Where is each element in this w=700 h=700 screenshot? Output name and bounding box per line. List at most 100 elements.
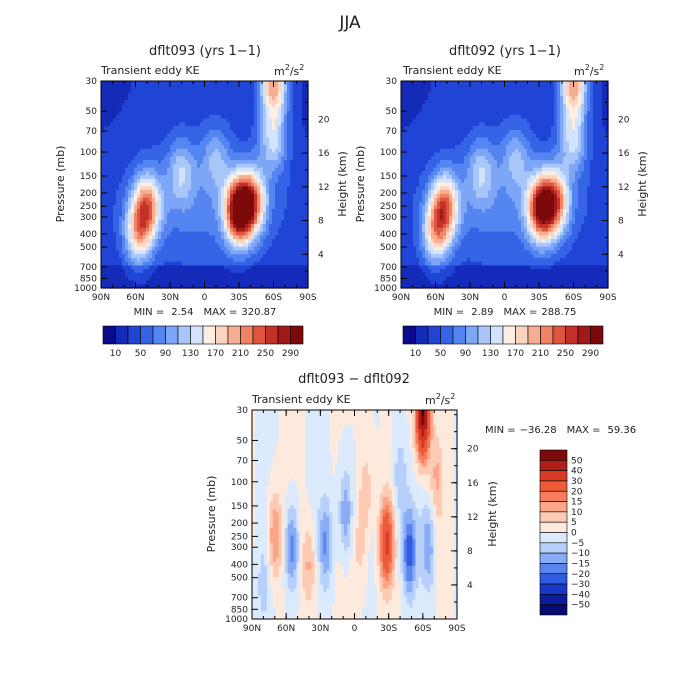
field-cell <box>188 144 192 150</box>
field-cell <box>149 126 153 131</box>
field-cell <box>116 193 120 199</box>
field-cell <box>446 156 450 161</box>
field-cell <box>269 156 273 161</box>
field-cell <box>218 92 222 97</box>
field-cell <box>404 167 408 172</box>
field-cell <box>197 284 201 289</box>
field-cell <box>422 197 426 203</box>
field-cell <box>287 272 291 278</box>
field-cell <box>422 231 426 236</box>
field-cell <box>230 167 234 172</box>
field-cell <box>305 148 309 154</box>
field-cell <box>452 280 456 285</box>
field-cell <box>254 205 258 210</box>
field-cell <box>455 148 459 154</box>
field-cell <box>269 111 273 116</box>
field-cell <box>413 269 417 274</box>
field-cell <box>410 178 414 184</box>
field-cell <box>173 141 177 146</box>
y2-tick-label: 12 <box>318 183 329 193</box>
field-cell <box>455 126 459 131</box>
field-cell <box>287 152 291 157</box>
field-cell <box>125 246 129 251</box>
field-cell <box>248 212 252 218</box>
field-cell <box>209 163 213 169</box>
field-cell <box>170 118 174 123</box>
field-cell <box>164 201 168 206</box>
field-cell <box>290 280 294 285</box>
field-cell <box>227 126 231 131</box>
field-cell <box>227 197 231 203</box>
field-cell <box>176 212 180 218</box>
field-cell <box>272 122 276 127</box>
field-cell <box>281 197 285 203</box>
field-cell <box>440 111 444 116</box>
field-cell <box>212 137 216 142</box>
field-cell <box>188 114 192 120</box>
field-cell <box>164 114 168 120</box>
field-cell <box>140 148 144 154</box>
field-cell <box>437 231 441 236</box>
field-cell <box>239 284 243 289</box>
field-cell <box>215 242 219 248</box>
field-cell <box>236 156 240 161</box>
colorbar-swatch <box>152 325 166 345</box>
field-cell <box>410 284 414 289</box>
field-cell <box>107 99 111 105</box>
field-cell <box>425 141 429 146</box>
field-cell <box>419 205 423 210</box>
field-cell <box>137 186 141 191</box>
field-cell <box>431 111 435 116</box>
field-cell <box>275 122 279 127</box>
field-cell <box>434 103 438 108</box>
field-cell <box>131 208 135 214</box>
field-cell <box>290 167 294 172</box>
field-cell <box>233 280 237 285</box>
field-cell <box>275 227 279 233</box>
field-cell <box>146 182 150 187</box>
field-cell <box>212 276 216 282</box>
field-cell <box>140 182 144 187</box>
field-cell <box>134 186 138 191</box>
field-cell <box>437 133 441 139</box>
field-cell <box>443 269 447 274</box>
field-cell <box>425 129 429 135</box>
field-cell <box>122 126 126 131</box>
field-cell <box>431 129 435 135</box>
field-cell <box>266 118 270 123</box>
field-cell <box>410 92 414 97</box>
field-cell <box>410 107 414 112</box>
field-cell <box>452 92 456 97</box>
field-cell <box>296 269 300 274</box>
field-cell <box>140 156 144 161</box>
field-cell <box>206 129 210 135</box>
field-cell <box>428 205 432 210</box>
field-cell <box>254 175 258 180</box>
field-cell <box>278 99 282 105</box>
field-cell <box>176 276 180 282</box>
field-cell <box>422 216 426 221</box>
field-cell <box>455 152 459 157</box>
field-cell <box>449 220 453 225</box>
field-cell <box>266 250 270 255</box>
field-cell <box>287 205 291 210</box>
field-cell <box>107 227 111 233</box>
field-cell <box>209 111 213 116</box>
field-cell <box>119 227 123 233</box>
field-cell <box>176 156 180 161</box>
field-cell <box>290 103 294 108</box>
field-cell <box>188 216 192 221</box>
field-cell <box>449 182 453 187</box>
field-cell <box>272 92 276 97</box>
field-cell <box>107 118 111 123</box>
field-cell <box>140 246 144 251</box>
field-cell <box>296 175 300 180</box>
field-cell <box>281 182 285 187</box>
field-cell <box>143 175 147 180</box>
field-cell <box>413 118 417 123</box>
field-cell <box>107 208 111 214</box>
field-cell <box>170 231 174 236</box>
field-cell <box>227 257 231 263</box>
field-cell <box>155 216 159 221</box>
field-cell <box>404 133 408 139</box>
